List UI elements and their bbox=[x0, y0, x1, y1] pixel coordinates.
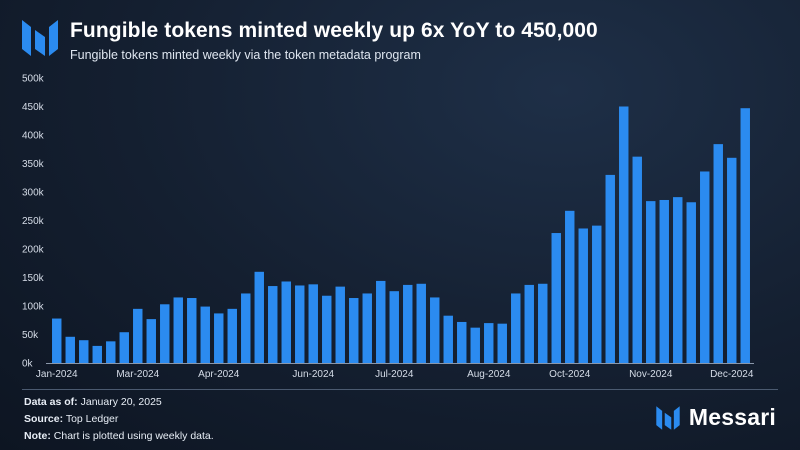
bar bbox=[106, 341, 116, 363]
y-tick-label: 300k bbox=[22, 188, 45, 199]
bar bbox=[592, 225, 602, 363]
bar bbox=[686, 202, 696, 363]
bar bbox=[389, 291, 399, 363]
bar bbox=[619, 106, 629, 363]
data-source: Source: Top Ledger bbox=[24, 413, 119, 425]
bar bbox=[160, 304, 170, 363]
bar bbox=[497, 323, 507, 363]
y-tick-label: 350k bbox=[22, 159, 45, 170]
bar bbox=[430, 297, 440, 363]
chart-title: Fungible tokens minted weekly up 6x YoY … bbox=[70, 19, 598, 42]
messari-logo-icon bbox=[22, 20, 58, 56]
bar bbox=[551, 233, 561, 363]
y-tick-label: 400k bbox=[22, 131, 45, 142]
x-tick-label: Jul-2024 bbox=[375, 369, 414, 380]
x-tick-label: Aug-2024 bbox=[467, 369, 511, 380]
bar bbox=[416, 283, 426, 363]
bar-chart: 0k 50k 100k 150k 200k 250k 300k 350k 400k 450k 500… bbox=[22, 74, 754, 380]
bar bbox=[268, 286, 278, 363]
bar bbox=[308, 284, 318, 363]
messari-brand-icon bbox=[656, 405, 680, 430]
y-tick-label: 200k bbox=[22, 245, 45, 256]
y-axis: 0k 50k 100k 150k 200k 250k 300k 350k 400k 450k 500… bbox=[22, 74, 45, 370]
bar bbox=[227, 308, 237, 363]
bar bbox=[349, 298, 359, 363]
bar bbox=[632, 156, 642, 363]
bar bbox=[187, 298, 197, 363]
bar bbox=[524, 284, 534, 363]
chart-note: Note: Chart is plotted using weekly data… bbox=[24, 430, 214, 442]
x-tick-label: Dec-2024 bbox=[710, 369, 754, 380]
y-tick-label: 150k bbox=[22, 273, 45, 284]
bar bbox=[713, 144, 723, 363]
bar bbox=[335, 286, 345, 363]
x-tick-label: Jun-2024 bbox=[292, 369, 334, 380]
bar bbox=[119, 332, 129, 363]
bar-series bbox=[52, 106, 750, 364]
y-tick-label: 500k bbox=[22, 74, 45, 85]
x-tick-label: Oct-2024 bbox=[549, 369, 591, 380]
bar bbox=[511, 293, 521, 363]
bar bbox=[214, 313, 224, 363]
x-tick-label: Jan-2024 bbox=[36, 369, 78, 380]
bar bbox=[92, 345, 102, 363]
bar bbox=[538, 283, 548, 363]
bar bbox=[79, 340, 89, 363]
bar bbox=[727, 157, 737, 363]
bar bbox=[403, 284, 413, 363]
bar bbox=[376, 280, 386, 363]
bar bbox=[254, 271, 264, 363]
bar bbox=[146, 319, 156, 363]
bar bbox=[241, 293, 251, 363]
bar bbox=[659, 199, 669, 363]
bar bbox=[565, 210, 575, 363]
x-tick-label: Nov-2024 bbox=[629, 369, 673, 380]
bar bbox=[578, 228, 588, 363]
bar bbox=[362, 293, 372, 363]
chart-subtitle: Fungible tokens minted weekly via the to… bbox=[70, 48, 421, 62]
data-as-of: Data as of: January 20, 2025 bbox=[24, 396, 162, 408]
chart-header: Fungible tokens minted weekly up 6x YoY … bbox=[22, 18, 598, 62]
bar bbox=[443, 315, 453, 363]
bar bbox=[470, 327, 480, 363]
bar bbox=[605, 174, 615, 363]
footer-divider bbox=[22, 389, 778, 390]
bar bbox=[457, 321, 467, 363]
bar bbox=[673, 197, 683, 363]
bar bbox=[740, 108, 750, 364]
bar bbox=[133, 308, 143, 363]
y-tick-label: 450k bbox=[22, 102, 45, 113]
bar bbox=[281, 281, 291, 363]
y-tick-label: 100k bbox=[22, 302, 45, 313]
x-axis: Jan-2024 Mar-2024 Apr-2024 Jun-2024 Jul-2024… bbox=[36, 369, 754, 380]
y-tick-label: 50k bbox=[22, 330, 39, 341]
bar bbox=[484, 323, 494, 363]
bar bbox=[295, 285, 305, 363]
chart-footer: Data as of: January 20, 2025 Source: Top… bbox=[24, 394, 214, 445]
brand-logo: Messari bbox=[655, 404, 776, 431]
bar bbox=[200, 306, 210, 363]
bar bbox=[700, 171, 710, 363]
y-tick-label: 250k bbox=[22, 216, 45, 227]
bar bbox=[322, 295, 332, 363]
bar bbox=[52, 318, 62, 363]
bar bbox=[173, 297, 183, 363]
brand-name: Messari bbox=[688, 404, 776, 430]
y-tick-label: 0k bbox=[22, 359, 34, 370]
bar bbox=[65, 336, 75, 363]
bar bbox=[646, 201, 656, 363]
x-tick-label: Apr-2024 bbox=[198, 369, 240, 380]
x-tick-label: Mar-2024 bbox=[116, 369, 159, 380]
